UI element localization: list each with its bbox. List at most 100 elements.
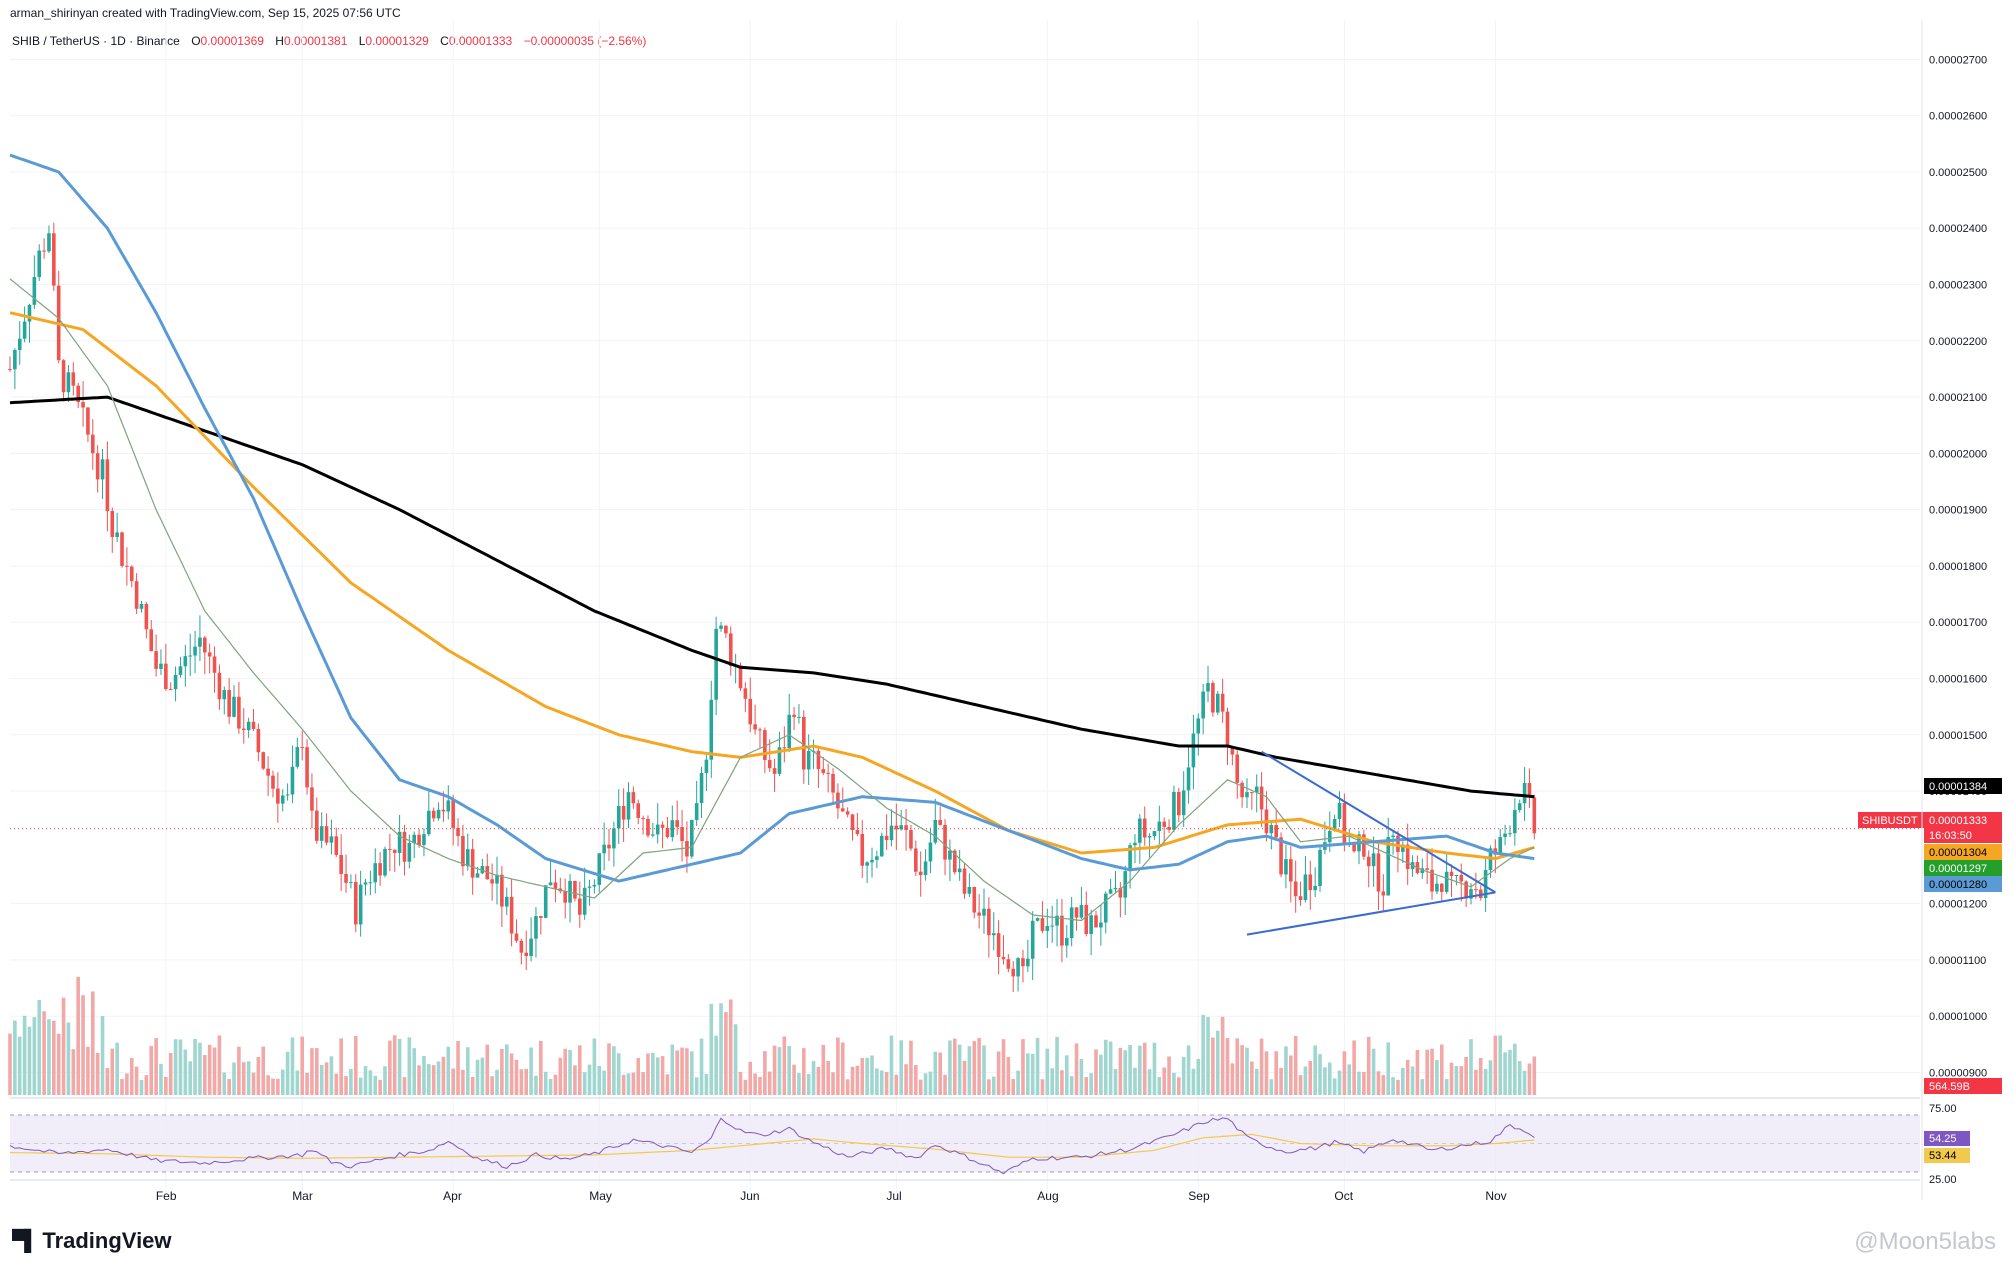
candle-body xyxy=(1191,733,1196,768)
candle-body xyxy=(753,724,757,730)
volume-bar xyxy=(709,1003,714,1095)
volume-bar xyxy=(319,1064,324,1095)
volume-bar xyxy=(699,1038,704,1095)
volume-bar xyxy=(1298,1075,1303,1095)
candle-body xyxy=(266,768,270,776)
volume-bar xyxy=(1478,1057,1483,1095)
volume-bar xyxy=(1508,1049,1512,1095)
volume-bar xyxy=(1147,1069,1152,1095)
volume-bar xyxy=(1157,1076,1162,1095)
time-axis[interactable]: Feb Mar Apr May Jun Jul Aug Sep Oct Nov xyxy=(10,20,1923,1203)
candle-body xyxy=(787,714,791,748)
trendlines[interactable] xyxy=(1246,750,1496,936)
volume-bar xyxy=(568,1050,572,1095)
change-value: −0.00000035 (−2.56%) xyxy=(523,34,647,48)
volume-bar xyxy=(982,1045,986,1095)
candle-body xyxy=(285,794,290,796)
volume-bar xyxy=(811,1061,816,1095)
candlestick-series[interactable] xyxy=(8,222,1537,993)
rsi-pane[interactable]: 75.00 25.00 54.25 53.44 xyxy=(9,1097,1970,1186)
volume-bar xyxy=(22,1015,27,1095)
volume-bar xyxy=(198,1042,202,1095)
candle-body xyxy=(280,795,285,804)
candle-body xyxy=(904,825,908,831)
candle-body xyxy=(110,511,115,537)
price-tick-label: 0.00001700 xyxy=(1929,617,1987,629)
candle-body xyxy=(690,819,694,857)
volume-bar xyxy=(1405,1059,1410,1095)
candle-body xyxy=(334,836,339,855)
candle-body xyxy=(1362,834,1366,857)
volume-bar xyxy=(1113,1069,1118,1095)
volume-bar xyxy=(665,1074,670,1095)
volume-bar xyxy=(1099,1054,1103,1095)
volume-bar xyxy=(670,1044,675,1095)
candle-body xyxy=(8,368,12,370)
candle-body xyxy=(587,886,592,888)
candle-body xyxy=(373,863,378,883)
candle-body xyxy=(71,372,76,386)
price-tag-label: 16:03:50 xyxy=(1929,830,1972,842)
volume-bar xyxy=(212,1047,217,1095)
candle-body xyxy=(977,912,981,916)
volume-bar xyxy=(1162,1067,1166,1095)
candle-body xyxy=(719,625,723,629)
volume-bar xyxy=(1001,1039,1006,1095)
candle-body xyxy=(996,933,1001,957)
volume-bar xyxy=(758,1076,762,1095)
volume-bar xyxy=(894,1074,899,1095)
candle-body xyxy=(431,810,436,819)
candle-body xyxy=(665,827,670,838)
candle-body xyxy=(139,603,144,609)
price-axis[interactable]: 0.00002700 0.00002600 0.00002500 0.00002400… xyxy=(1929,54,1987,1079)
candle-body xyxy=(1298,896,1303,901)
price-tag-bg xyxy=(1924,876,2002,892)
volume-bar xyxy=(1172,1072,1176,1095)
symbol-name[interactable]: SHIB / TetherUS · 1D · Binance xyxy=(12,34,180,48)
volume-bar xyxy=(918,1079,923,1095)
volume-bar xyxy=(178,1039,183,1095)
price-tick-label: 0.00002200 xyxy=(1929,336,1987,348)
volume-bar xyxy=(690,1051,694,1095)
price-tick-label: 0.00002300 xyxy=(1929,280,1987,292)
candle-body xyxy=(1391,835,1395,838)
volume-bar xyxy=(1444,1079,1449,1095)
volume-bar xyxy=(95,1052,100,1095)
candle-body xyxy=(1401,844,1405,852)
candle-body xyxy=(115,532,119,537)
candle-body xyxy=(957,868,962,873)
candle-body xyxy=(32,277,37,305)
volume-bar xyxy=(1337,1070,1342,1095)
candle-body xyxy=(826,772,830,774)
volume-bar xyxy=(285,1051,290,1095)
volume-bar xyxy=(465,1047,470,1095)
candle-body xyxy=(987,908,991,936)
candle-body xyxy=(1318,849,1322,886)
candle-body xyxy=(47,233,51,252)
volume-bar xyxy=(836,1037,840,1095)
volume-bar xyxy=(509,1053,514,1095)
candle-body xyxy=(1464,881,1468,899)
candle-body xyxy=(164,663,168,690)
volume-bar xyxy=(1342,1051,1347,1095)
candle-body xyxy=(1430,869,1434,892)
volume-bar xyxy=(427,1064,431,1095)
candle-body xyxy=(1152,831,1157,837)
volume-bar xyxy=(767,1071,772,1095)
volume-bar xyxy=(1259,1038,1264,1095)
candle-body xyxy=(1040,918,1045,931)
candle-body xyxy=(543,885,548,918)
candle-body xyxy=(256,728,261,753)
volume-bar xyxy=(763,1051,767,1095)
tradingview-logo[interactable]: ▀▌ TradingView xyxy=(12,1228,172,1254)
candle-body xyxy=(519,940,524,953)
candle-body xyxy=(465,849,470,867)
price-tick-label: 0.00002100 xyxy=(1929,392,1987,404)
volume-bar xyxy=(651,1052,655,1095)
candle-body xyxy=(1498,837,1503,855)
candle-body xyxy=(899,825,904,830)
candle-body xyxy=(1245,792,1249,798)
volume-bar xyxy=(1142,1042,1147,1095)
candle-body xyxy=(251,721,256,729)
